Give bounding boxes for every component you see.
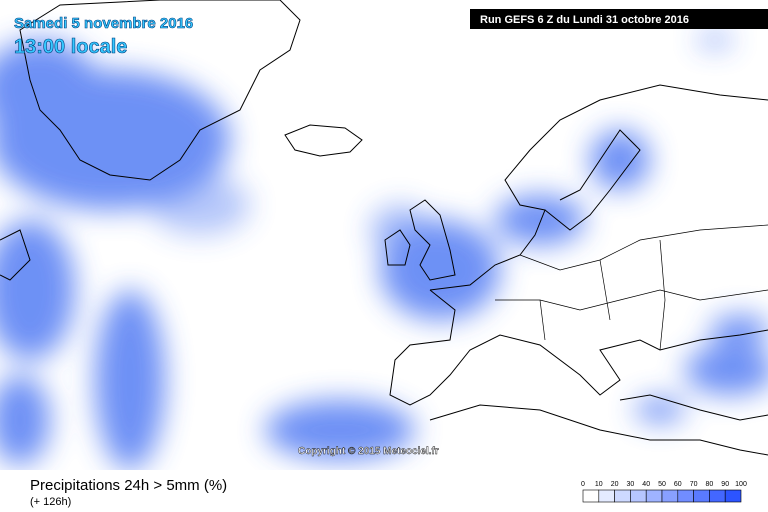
footer-lead: (+ 126h) — [30, 496, 71, 508]
legend-label: 0 — [581, 481, 585, 488]
legend-swatch — [614, 489, 631, 503]
copyright: Copyright © 2015 Meteociel.fr — [298, 446, 439, 457]
run-box — [470, 9, 768, 29]
legend-label: 30 — [627, 481, 635, 488]
legend-swatch — [661, 489, 679, 503]
legend-swatch — [709, 489, 726, 503]
legend: 0 10 20 30 40 50 60 70 80 90 100 — [581, 481, 747, 503]
legend-swatch — [645, 489, 663, 503]
legend-label: 10 — [595, 481, 603, 488]
footer-title: Precipitations 24h > 5mm (%) — [30, 477, 227, 494]
legend-label: 90 — [721, 481, 729, 488]
legend-label: 80 — [706, 481, 714, 488]
legend-label: 20 — [611, 481, 619, 488]
legend-label: 40 — [642, 481, 650, 488]
legend-swatch — [693, 489, 710, 503]
run: Run GEFS 6 Z du Lundi 31 octobre 2016 — [480, 14, 689, 26]
legend-label: 50 — [658, 481, 666, 488]
legend-swatch — [677, 489, 694, 503]
precipitation-field — [0, 34, 768, 470]
legend-swatch — [598, 489, 615, 503]
legend-swatch — [582, 489, 600, 503]
date: Samedi 5 novembre 2016 — [14, 15, 193, 32]
legend-swatch — [724, 489, 742, 503]
legend-label: 70 — [690, 481, 698, 488]
legend-label: 100 — [735, 481, 747, 488]
coastlines — [0, 0, 768, 456]
time: 13:00 locale — [14, 36, 127, 58]
legend-label: 60 — [674, 481, 682, 488]
borders — [495, 224, 768, 351]
legend-swatch — [630, 489, 647, 503]
